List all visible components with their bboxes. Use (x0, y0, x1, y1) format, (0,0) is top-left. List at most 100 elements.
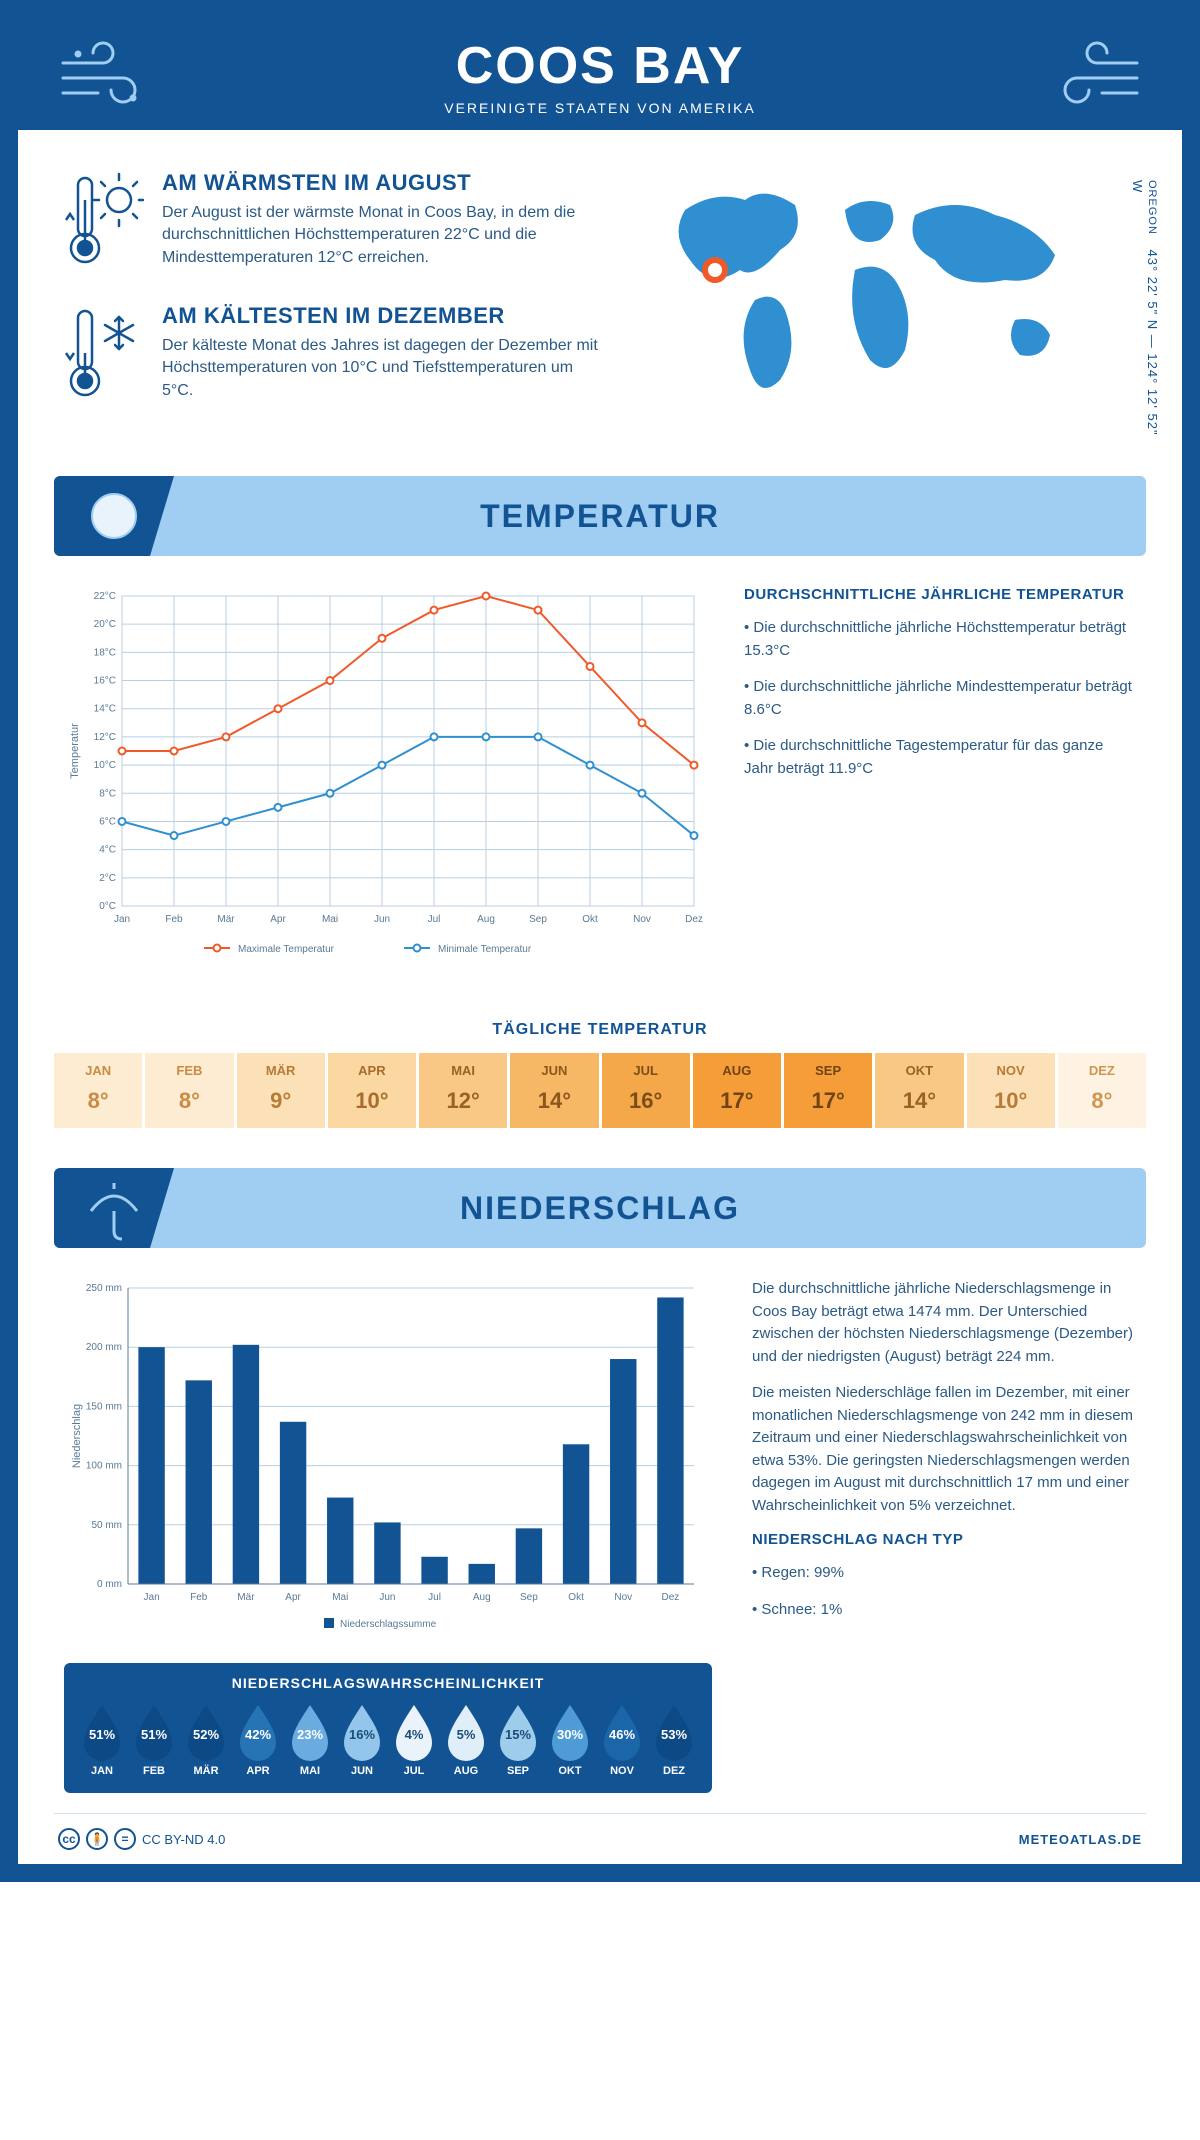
daily-temp-cell: MÄR9° (237, 1053, 325, 1128)
precip-bar-chart: 0 mm50 mm100 mm150 mm200 mm250 mmJanFebM… (64, 1278, 704, 1638)
svg-text:Aug: Aug (477, 914, 495, 925)
svg-text:Aug: Aug (473, 1592, 491, 1603)
svg-text:20°C: 20°C (94, 619, 116, 630)
world-map: OREGON 43° 22' 5" N — 124° 12' 52" W (645, 170, 1136, 436)
precip-probability-box: NIEDERSCHLAGSWAHRSCHEINLICHKEIT 51%JAN51… (64, 1663, 712, 1793)
footer: cc 🧍 = CC BY-ND 4.0 METEOATLAS.DE (54, 1813, 1146, 1864)
license-text: CC BY-ND 4.0 (142, 1832, 225, 1847)
page-title: COOS BAY (18, 36, 1182, 96)
svg-text:10°C: 10°C (94, 760, 116, 771)
precip-drop: 23%MAI (286, 1701, 334, 1777)
drop-box-title: NIEDERSCHLAGSWAHRSCHEINLICHKEIT (78, 1675, 698, 1691)
thermometer-sun-icon (64, 170, 144, 275)
svg-text:Feb: Feb (165, 914, 183, 925)
warmest-title: AM WÄRMSTEN IM AUGUST (162, 170, 605, 196)
by-icon: 🧍 (86, 1828, 108, 1850)
svg-text:Maximale Temperatur: Maximale Temperatur (238, 944, 335, 955)
svg-text:Minimale Temperatur: Minimale Temperatur (438, 944, 532, 955)
svg-text:150 mm: 150 mm (86, 1401, 122, 1412)
precip-p4: • Schnee: 1% (752, 1599, 1136, 1622)
svg-text:Jul: Jul (428, 1592, 441, 1603)
svg-text:Apr: Apr (270, 914, 286, 925)
svg-text:22°C: 22°C (94, 591, 116, 602)
daily-temp-cell: MAI12° (419, 1053, 507, 1128)
coldest-title: AM KÄLTESTEN IM DEZEMBER (162, 303, 605, 329)
svg-text:Jan: Jan (114, 914, 130, 925)
header: COOS BAY VEREINIGTE STAATEN VON AMERIKA (18, 18, 1182, 130)
precip-drop: 51%FEB (130, 1701, 178, 1777)
svg-text:18°C: 18°C (94, 647, 116, 658)
svg-text:Temperatur: Temperatur (69, 723, 81, 779)
svg-text:4°C: 4°C (99, 845, 116, 856)
svg-text:Niederschlag: Niederschlag (71, 1404, 83, 1468)
precip-type-title: NIEDERSCHLAG NACH TYP (752, 1531, 1136, 1548)
precip-drop: 30%OKT (546, 1701, 594, 1777)
daily-temp-title: TÄGLICHE TEMPERATUR (54, 1021, 1146, 1039)
svg-text:250 mm: 250 mm (86, 1283, 122, 1294)
daily-temp-cell: NOV10° (967, 1053, 1055, 1128)
precip-p1: Die durchschnittliche jährliche Niedersc… (752, 1278, 1136, 1368)
svg-text:50 mm: 50 mm (91, 1520, 122, 1531)
svg-text:Nov: Nov (614, 1592, 632, 1603)
precip-p3: • Regen: 99% (752, 1562, 1136, 1585)
daily-temp-cell: JUN14° (510, 1053, 598, 1128)
annual-p2: • Die durchschnittliche jährliche Mindes… (744, 676, 1136, 721)
temp-banner: TEMPERATUR (54, 476, 1146, 556)
svg-text:200 mm: 200 mm (86, 1342, 122, 1353)
svg-text:Sep: Sep (529, 914, 547, 925)
svg-text:Sep: Sep (520, 1592, 538, 1603)
svg-text:Dez: Dez (662, 1592, 680, 1603)
brand: METEOATLAS.DE (1019, 1832, 1142, 1847)
daily-temp-cell: JAN8° (54, 1053, 142, 1128)
daily-temp-strip: JAN8°FEB8°MÄR9°APR10°MAI12°JUN14°JUL16°A… (54, 1053, 1146, 1128)
nd-icon: = (114, 1828, 136, 1850)
precip-drop: 46%NOV (598, 1701, 646, 1777)
precip-drop: 5%AUG (442, 1701, 490, 1777)
temp-heading: TEMPERATUR (480, 498, 720, 535)
wind-icon (1032, 38, 1142, 118)
precip-drop: 53%DEZ (650, 1701, 698, 1777)
svg-text:Mai: Mai (322, 914, 338, 925)
cc-icon: cc (58, 1828, 80, 1850)
svg-text:Okt: Okt (568, 1592, 584, 1603)
svg-text:Niederschlagssumme: Niederschlagssumme (340, 1619, 437, 1630)
annual-title: DURCHSCHNITTLICHE JÄHRLICHE TEMPERATUR (744, 586, 1136, 603)
svg-text:0 mm: 0 mm (97, 1579, 122, 1590)
svg-text:8°C: 8°C (99, 788, 116, 799)
page-subtitle: VEREINIGTE STAATEN VON AMERIKA (18, 100, 1182, 116)
precip-drop: 42%APR (234, 1701, 282, 1777)
svg-text:0°C: 0°C (99, 901, 116, 912)
svg-text:Nov: Nov (633, 914, 651, 925)
intro-section: AM WÄRMSTEN IM AUGUST Der August ist der… (54, 130, 1146, 466)
daily-temp-cell: APR10° (328, 1053, 416, 1128)
svg-text:12°C: 12°C (94, 732, 116, 743)
precip-drop: 4%JUL (390, 1701, 438, 1777)
svg-text:6°C: 6°C (99, 816, 116, 827)
umbrella-icon (54, 1168, 174, 1248)
precip-heading: NIEDERSCHLAG (460, 1190, 740, 1227)
svg-text:Jun: Jun (374, 914, 390, 925)
svg-text:Apr: Apr (285, 1592, 301, 1603)
svg-text:Mär: Mär (237, 1592, 255, 1603)
wind-icon (58, 38, 168, 118)
precip-drop: 51%JAN (78, 1701, 126, 1777)
coldest-text: Der kälteste Monat des Jahres ist dagege… (162, 335, 605, 402)
precip-drop: 16%JUN (338, 1701, 386, 1777)
svg-text:100 mm: 100 mm (86, 1461, 122, 1472)
precip-drop: 52%MÄR (182, 1701, 230, 1777)
region-label: OREGON (1146, 180, 1158, 235)
infographic-frame: COOS BAY VEREINIGTE STAATEN VON AMERIKA … (0, 0, 1200, 1882)
precip-p2: Die meisten Niederschläge fallen im Deze… (752, 1382, 1136, 1517)
daily-temp-cell: OKT14° (875, 1053, 963, 1128)
annual-p1: • Die durchschnittliche jährliche Höchst… (744, 617, 1136, 662)
thermometer-snow-icon (64, 303, 144, 408)
daily-temp-cell: AUG17° (693, 1053, 781, 1128)
svg-text:Okt: Okt (582, 914, 598, 925)
precip-drop: 15%SEP (494, 1701, 542, 1777)
daily-temp-cell: DEZ8° (1058, 1053, 1146, 1128)
daily-temp-cell: FEB8° (145, 1053, 233, 1128)
svg-text:Jul: Jul (428, 914, 441, 925)
svg-text:Dez: Dez (685, 914, 703, 925)
license: cc 🧍 = CC BY-ND 4.0 (58, 1828, 225, 1850)
sun-icon (54, 476, 174, 556)
